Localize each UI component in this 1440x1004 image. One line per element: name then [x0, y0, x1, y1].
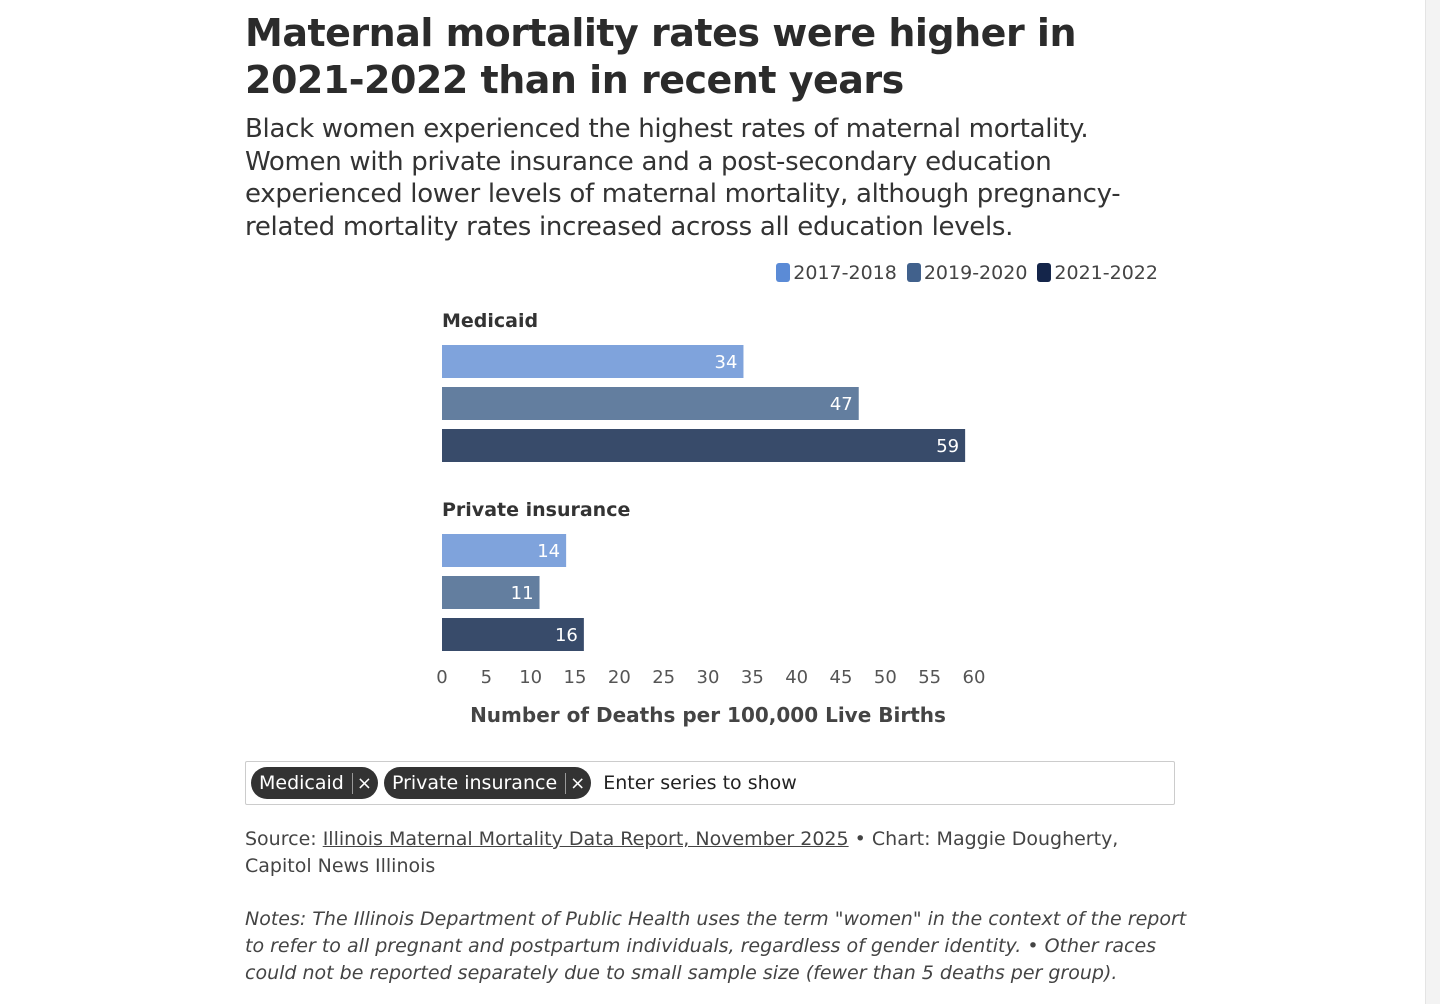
source-prefix: Source:: [245, 828, 323, 850]
x-tick-label: 60: [963, 667, 986, 688]
x-tick-label: 45: [830, 667, 853, 688]
legend-label: 2019-2020: [923, 262, 1028, 284]
bar: [442, 429, 966, 462]
source-credit: • Chart: Maggie Dougherty, Capitol News …: [245, 828, 1119, 877]
tag-label: Medicaid: [259, 772, 344, 794]
data-label: 59: [936, 436, 959, 457]
legend-label: 2017-2018: [793, 262, 897, 284]
x-axis-title: Number of Deaths per 100,000 Live Births: [470, 703, 946, 727]
close-icon[interactable]: ×: [565, 772, 585, 794]
x-tick-label: 15: [564, 667, 587, 688]
filter-placeholder[interactable]: Enter series to show: [603, 772, 797, 794]
filter-tag-private-insurance: Private insurance ×: [383, 767, 592, 799]
x-tick-label: 30: [697, 667, 720, 688]
legend-item: 2017-2018: [776, 262, 897, 284]
legend: 2017-2018 2019-2020 2021-2022: [776, 262, 1158, 284]
legend-label: 2021-2022: [1054, 262, 1158, 284]
category-label: Medicaid: [442, 310, 538, 332]
series-filter-input[interactable]: Medicaid × Private insurance × Enter serie…: [245, 761, 1175, 805]
bar: [442, 576, 540, 609]
x-tick-label: 5: [481, 667, 492, 688]
bar: [442, 534, 567, 567]
scrollbar[interactable]: [1425, 0, 1440, 1004]
legend-swatch: [776, 263, 791, 282]
data-label: 16: [555, 625, 578, 646]
legend-item: 2019-2020: [906, 262, 1028, 284]
notes: Notes: The Illinois Department of Public…: [245, 908, 1187, 984]
chart-subtitle: Black women experienced the highest rate…: [245, 114, 1121, 242]
bar: [442, 618, 584, 651]
x-tick-label: 25: [652, 667, 675, 688]
legend-item: 2021-2022: [1037, 262, 1158, 284]
source-link[interactable]: Illinois Maternal Mortality Data Report,…: [322, 828, 849, 850]
x-tick-label: 10: [519, 667, 542, 688]
data-label: 14: [537, 541, 560, 562]
x-tick-label: 0: [436, 667, 447, 688]
x-tick-label: 40: [785, 667, 808, 688]
legend-swatch: [906, 263, 921, 282]
close-icon[interactable]: ×: [351, 772, 372, 794]
x-tick-label: 55: [918, 667, 941, 688]
x-tick-label: 35: [741, 667, 764, 688]
bar: [442, 345, 744, 378]
x-tick-label: 20: [608, 667, 631, 688]
legend-swatch: [1037, 263, 1052, 282]
bar: [442, 387, 859, 420]
tag-label: Private insurance: [391, 772, 558, 794]
filter-tag-medicaid: Medicaid ×: [251, 767, 378, 799]
chart-title: Maternal mortality rates were higher in …: [245, 11, 1077, 102]
x-tick-label: 50: [874, 667, 897, 688]
data-label: 34: [715, 352, 738, 373]
source-line: Source: Illinois Maternal Mortality Data…: [245, 826, 1175, 880]
category-label: Private insurance: [442, 499, 630, 521]
data-label: 11: [511, 583, 534, 604]
data-label: 47: [830, 394, 853, 415]
